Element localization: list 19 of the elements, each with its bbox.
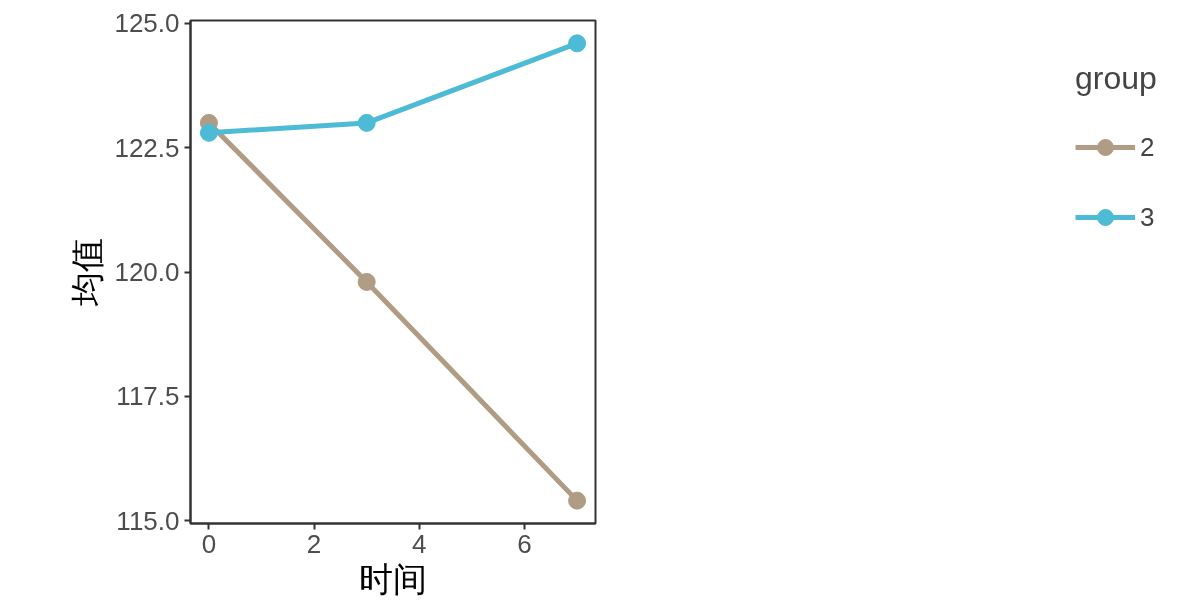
y-tick-label: 122.5 <box>114 132 180 163</box>
point <box>199 123 218 142</box>
point <box>357 113 376 132</box>
y-axis-title: 均值 <box>69 238 107 307</box>
x-tick-label: 0 <box>201 528 217 559</box>
x-tick-label: 6 <box>517 528 532 559</box>
y-tick-label: 117.5 <box>116 381 180 412</box>
legend-label: 2 <box>1140 130 1156 164</box>
x-axis-title: 时间 <box>359 560 427 598</box>
y-tick-label: 125.0 <box>114 8 180 39</box>
point <box>568 491 587 510</box>
point <box>357 272 376 291</box>
y-tick-label: 120.0 <box>114 257 180 287</box>
point <box>568 34 587 53</box>
y-tick-label: 115.0 <box>116 505 180 536</box>
legend-label: 3 <box>1140 200 1156 234</box>
legend-title: group <box>1075 60 1158 97</box>
x-tick-label: 2 <box>306 528 322 559</box>
x-tick-label: 4 <box>412 528 427 559</box>
